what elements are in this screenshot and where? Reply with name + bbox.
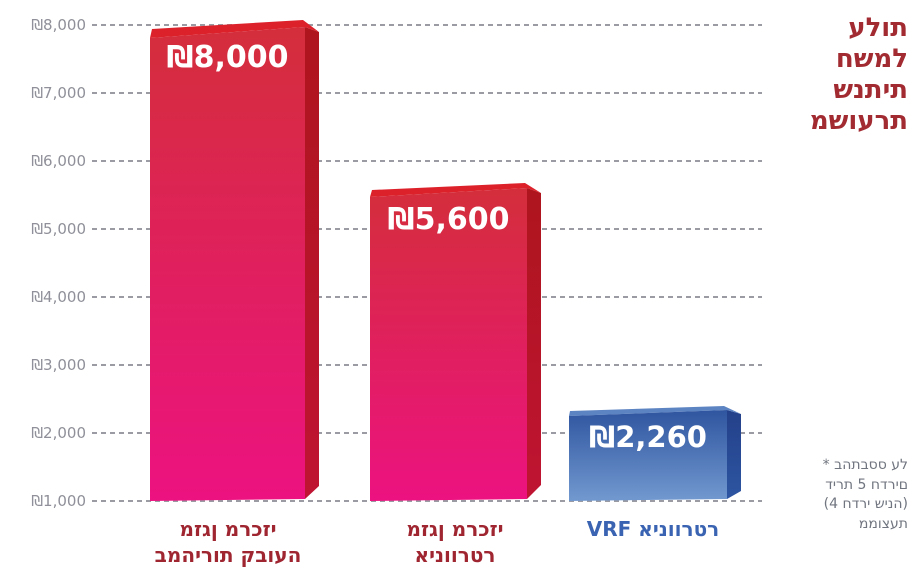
category-inverter-line1: מזגן מרכזי: [406, 517, 504, 541]
y-tick-7000: ₪7,000: [31, 84, 86, 102]
bar2-top-face: [370, 183, 541, 197]
chart-title: עלות חשמל שנתית משוערת: [738, 13, 908, 137]
gridline-1000: [92, 500, 762, 502]
bar-vrf-inverter: [569, 406, 741, 501]
y-tick-1000: ₪1,000: [31, 492, 86, 510]
footnote-line1: * בהתבסס על: [822, 457, 908, 473]
category-inverter-line2: אינוורטר: [414, 543, 496, 567]
bar1-value-label: ₪8,000: [166, 40, 289, 75]
footnote-line3: (4 חדרי שינה): [823, 496, 908, 512]
bar3-front-face: [569, 410, 727, 501]
bar1-side-face: [305, 27, 319, 499]
bar1-top-face: [150, 20, 319, 38]
bar2-value-label: ₪5,600: [387, 202, 510, 237]
y-tick-3000: ₪3,000: [31, 356, 86, 374]
category-label-inverter: מזגן מרכזי אינוורטר: [355, 516, 555, 568]
category-label-fixed-speed: מזגן מרכזי במהירות קבועה: [128, 516, 328, 568]
bar1-front-face: [150, 27, 305, 501]
bar2-front-face: [370, 188, 527, 501]
bar-fixed-speed-ac: [150, 20, 319, 501]
bar3-side-face: [727, 410, 741, 499]
gridline-8000: [92, 24, 762, 26]
category-fixed-speed-line1: מזגן מרכזי: [179, 517, 277, 541]
gridline-6000: [92, 160, 762, 162]
y-tick-8000: ₪8,000: [31, 16, 86, 34]
chart-title-line3: שנתית: [833, 75, 908, 105]
category-fixed-speed-line2: במהירות קבועה: [154, 543, 302, 567]
category-label-vrf: VRF אינוורטר: [553, 516, 753, 542]
bar-inverter-ac: [370, 183, 541, 501]
gridline-7000: [92, 92, 762, 94]
y-tick-4000: ₪4,000: [31, 288, 86, 306]
bar3-top-face: [569, 406, 741, 416]
category-vrf-line1: VRF אינוורטר: [586, 517, 720, 541]
footnote-line4: ממוצעת: [858, 515, 908, 532]
bar3-value-label: ₪2,260: [589, 420, 707, 454]
chart-footnote: * בהתבסס על דירת 5 חדרים (4 חדרי שינה) מ…: [758, 456, 908, 534]
bar2-side-face: [527, 188, 541, 499]
chart-title-line1: עלות: [848, 13, 908, 43]
y-tick-5000: ₪5,000: [31, 220, 86, 238]
footnote-line2: דירת 5 חדרים: [825, 476, 908, 493]
y-tick-2000: ₪2,000: [31, 424, 86, 442]
chart-title-line2: חשמל: [835, 44, 908, 74]
y-tick-6000: ₪6,000: [31, 152, 86, 170]
chart-title-line4: משוערת: [809, 106, 908, 136]
